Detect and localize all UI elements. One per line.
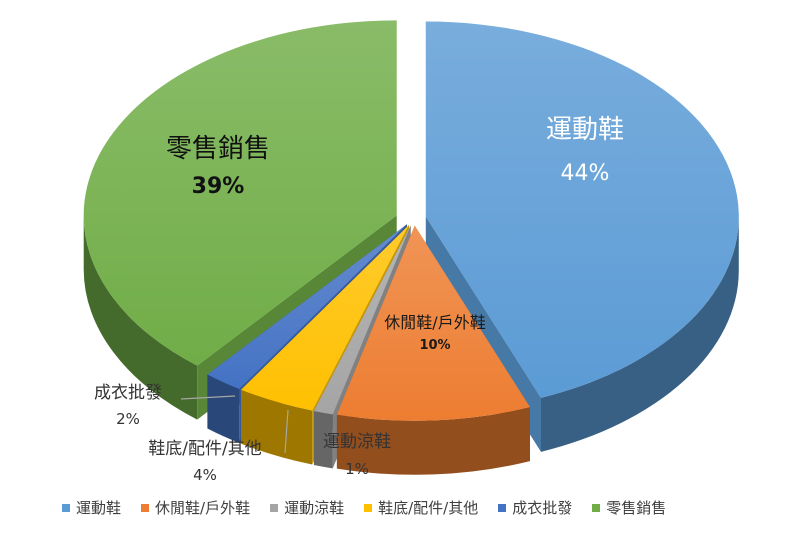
pie-slice-shade-sneakers bbox=[425, 21, 739, 398]
slice-value-retail: 39% bbox=[192, 174, 245, 199]
legend-label-retail: 零售銷售 bbox=[606, 499, 667, 517]
slice-value-sandals: 1% bbox=[345, 460, 369, 478]
chart-legend: 運動鞋 休閒鞋/戶外鞋 運動涼鞋 鞋底/配件/其他 成衣批發 零售銷售 bbox=[62, 497, 686, 518]
legend-swatch-sandals bbox=[270, 503, 279, 512]
slice-label-soles-accessories: 鞋底/配件/其他 bbox=[148, 439, 261, 459]
legend-swatch-casual-outdoor bbox=[141, 503, 150, 512]
legend-swatch-retail bbox=[592, 503, 601, 512]
legend-label-sandals: 運動涼鞋 bbox=[284, 499, 345, 517]
legend-item-apparel: 成衣批發 bbox=[498, 497, 572, 518]
legend-swatch-sneakers bbox=[62, 503, 70, 512]
pie-slice-shade-sandals bbox=[313, 225, 411, 415]
leader-line-soles-accessories bbox=[284, 409, 289, 454]
legend-swatch-soles-accessories bbox=[364, 503, 373, 512]
pie-side-retail bbox=[83, 215, 198, 420]
slice-label-apparel: 成衣批發 bbox=[94, 383, 162, 403]
pie-slice-shade-soles-accessories bbox=[241, 225, 409, 411]
leader-line-apparel bbox=[180, 395, 236, 400]
pie-side-sandals bbox=[313, 410, 333, 469]
pie-side-casual-outdoor bbox=[336, 407, 530, 475]
legend-swatch-apparel bbox=[498, 503, 507, 512]
legend-item-sandals: 運動涼鞋 bbox=[270, 497, 344, 518]
slice-value-sneakers: 44% bbox=[561, 161, 610, 186]
legend-item-soles-accessories: 鞋底/配件/其他 bbox=[364, 497, 478, 518]
legend-label-apparel: 成衣批發 bbox=[512, 499, 573, 517]
legend-item-sneakers: 運動鞋 bbox=[62, 497, 121, 518]
legend-item-retail: 零售銷售 bbox=[592, 497, 666, 518]
slice-value-apparel: 2% bbox=[116, 410, 140, 428]
slice-label-sneakers: 運動鞋 bbox=[546, 115, 624, 145]
legend-label-soles-accessories: 鞋底/配件/其他 bbox=[378, 499, 479, 517]
slice-value-casual-outdoor: 10% bbox=[419, 338, 450, 353]
slice-label-sandals: 運動涼鞋 bbox=[323, 432, 391, 452]
pie-side-soles-accessories bbox=[241, 389, 313, 465]
slice-value-soles-accessories: 4% bbox=[193, 466, 217, 484]
pie-side-sneakers bbox=[541, 216, 739, 452]
legend-item-casual-outdoor: 休閒鞋/戶外鞋 bbox=[141, 497, 250, 518]
pie-slice-shade-casual-outdoor bbox=[336, 225, 530, 421]
legend-label-sneakers: 運動鞋 bbox=[76, 499, 122, 517]
pie-side-apparel bbox=[207, 374, 240, 443]
slice-label-retail: 零售銷售 bbox=[166, 134, 270, 164]
slice-label-casual-outdoor: 休閒鞋/戶外鞋 bbox=[384, 313, 485, 332]
pie-slice-shade-apparel bbox=[207, 224, 407, 389]
pie-slice-shade-retail bbox=[83, 20, 397, 366]
legend-label-casual-outdoor: 休閒鞋/戶外鞋 bbox=[155, 499, 251, 517]
